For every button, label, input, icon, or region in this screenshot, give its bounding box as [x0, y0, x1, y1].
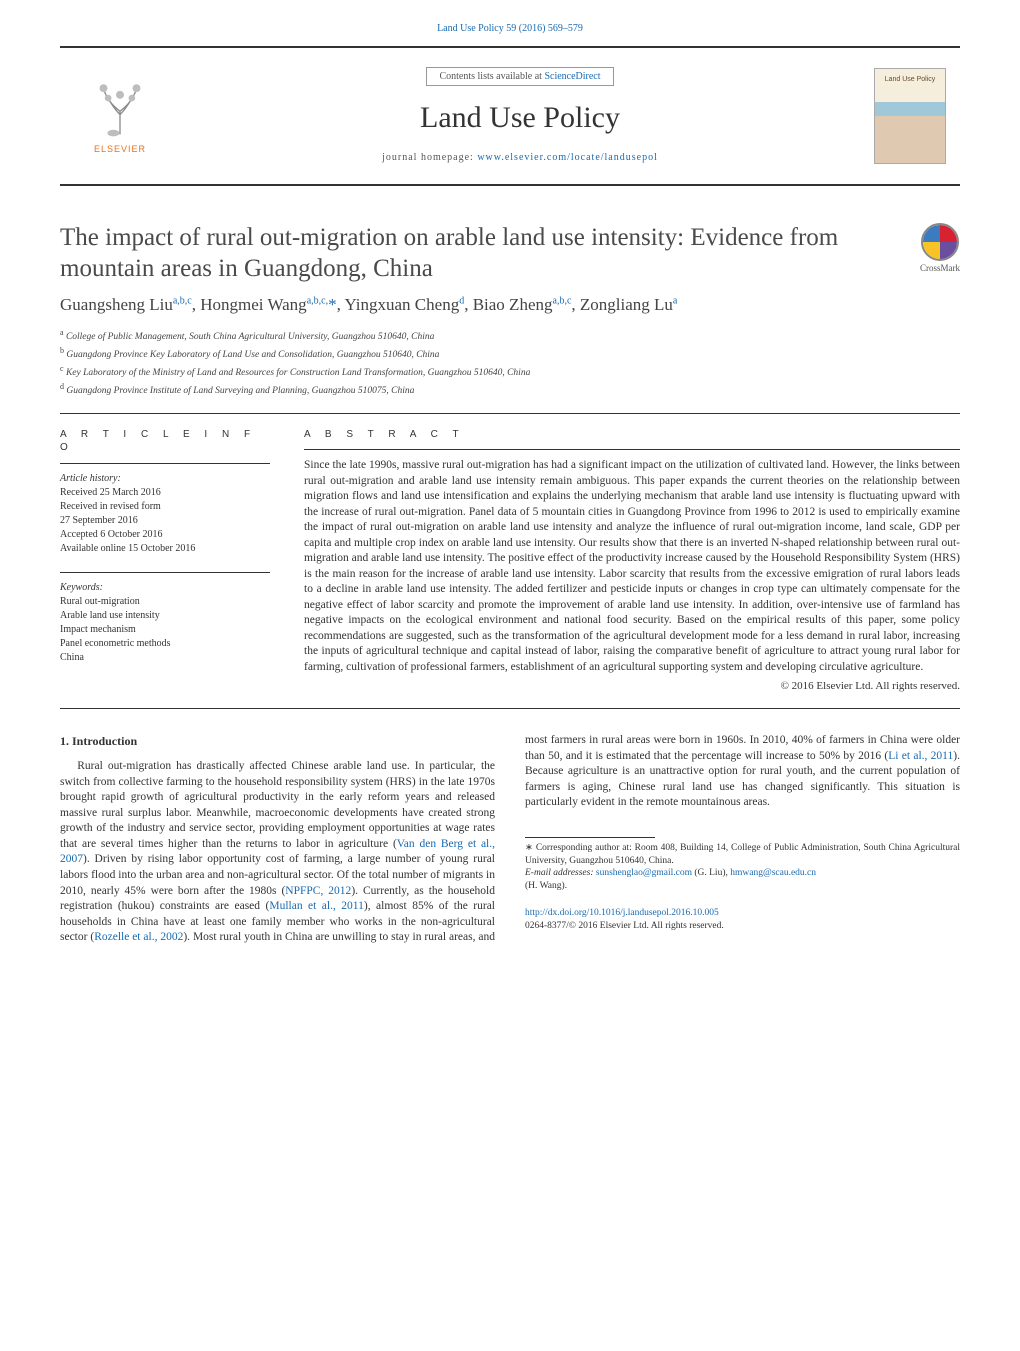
- history-line: Received 25 March 2016: [60, 486, 270, 500]
- keyword: Arable land use intensity: [60, 609, 270, 623]
- abstract-text: Since the late 1990s, massive rural out-…: [304, 458, 960, 675]
- rule-top: [60, 413, 960, 414]
- doi-link[interactable]: http://dx.doi.org/10.1016/j.landusepol.2…: [525, 908, 719, 918]
- contents-prefix: Contents lists available at: [439, 71, 544, 82]
- homepage-prefix: journal homepage:: [382, 152, 477, 163]
- ref-mullan[interactable]: Mullan et al., 2011: [269, 900, 364, 912]
- article-info-heading: A R T I C L E I N F O: [60, 428, 270, 455]
- ref-npfpc[interactable]: NPFPC, 2012: [285, 885, 351, 897]
- crossmark-icon: [920, 222, 960, 262]
- history-line: 27 September 2016: [60, 514, 270, 528]
- running-head-link[interactable]: Land Use Policy 59 (2016) 569–579: [437, 23, 583, 34]
- affiliations: a College of Public Management, South Ch…: [60, 327, 960, 399]
- body-columns: 1. Introduction Rural out-migration has …: [60, 733, 960, 945]
- info-sub-rule-1: [60, 463, 270, 464]
- info-sub-rule-2: [60, 572, 270, 573]
- ref-li[interactable]: Li et al., 2011: [888, 750, 953, 762]
- crossmark-label: CrossMark: [920, 262, 960, 274]
- sciencedirect-link[interactable]: ScienceDirect: [544, 71, 600, 82]
- elsevier-tree-icon: [87, 75, 153, 141]
- keywords-block: Keywords: Rural out-migrationArable land…: [60, 581, 270, 665]
- corresponding-author: ∗ Corresponding author at: Room 408, Bui…: [525, 842, 960, 868]
- affiliation: d Guangdong Province Institute of Land S…: [60, 381, 960, 399]
- crossmark-badge[interactable]: CrossMark: [920, 222, 960, 274]
- contents-line: Contents lists available at ScienceDirec…: [426, 67, 613, 87]
- journal-title: Land Use Policy: [420, 98, 620, 139]
- authors: Guangsheng Liua,b,c, Hongmei Wanga,b,c,*…: [60, 294, 960, 317]
- abstract-sub-rule: [304, 449, 960, 450]
- masthead: ELSEVIER Contents lists available at Sci…: [60, 46, 960, 186]
- email-wang[interactable]: hmwang@scau.edu.cn: [730, 868, 816, 878]
- publisher-logo-block: ELSEVIER: [60, 48, 180, 184]
- keyword: Impact mechanism: [60, 623, 270, 637]
- history-line: Received in revised form: [60, 500, 270, 514]
- abstract-heading: A B S T R A C T: [304, 428, 960, 442]
- affiliation: c Key Laboratory of the Ministry of Land…: [60, 363, 960, 381]
- doi-block: http://dx.doi.org/10.1016/j.landusepol.2…: [525, 907, 960, 933]
- email-line: E-mail addresses: sunshenglao@gmail.com …: [525, 867, 960, 880]
- journal-cover-label: Land Use Policy: [875, 75, 945, 84]
- publisher-label: ELSEVIER: [87, 143, 153, 155]
- article-history-block: Article history: Received 25 March 2016R…: [60, 472, 270, 556]
- affiliation: b Guangdong Province Key Laboratory of L…: [60, 345, 960, 363]
- history-label: Article history:: [60, 472, 270, 486]
- keyword: China: [60, 651, 270, 665]
- footnotes: ∗ Corresponding author at: Room 408, Bui…: [525, 842, 960, 893]
- keywords-label: Keywords:: [60, 581, 270, 595]
- intro-text-a: Rural out-migration has drastically affe…: [60, 760, 495, 850]
- email-liu[interactable]: sunshenglao@gmail.com: [596, 868, 692, 878]
- keyword: Rural out-migration: [60, 595, 270, 609]
- article-title: The impact of rural out-migration on ara…: [60, 222, 900, 285]
- affiliation: a College of Public Management, South Ch…: [60, 327, 960, 345]
- journal-cover-thumb: Land Use Policy: [874, 68, 946, 164]
- issn-copyright: 0264-8377/© 2016 Elsevier Ltd. All right…: [525, 920, 960, 933]
- intro-heading: 1. Introduction: [60, 733, 495, 749]
- history-line: Available online 15 October 2016: [60, 542, 270, 556]
- abstract-copyright: © 2016 Elsevier Ltd. All rights reserved…: [304, 679, 960, 694]
- footnote-rule: [525, 837, 655, 838]
- email-wang-whom: (H. Wang).: [525, 880, 960, 893]
- homepage-link[interactable]: www.elsevier.com/locate/landusepol: [477, 152, 658, 163]
- email-liu-whom: (G. Liu),: [692, 868, 730, 878]
- rule-bottom: [60, 708, 960, 709]
- keyword: Panel econometric methods: [60, 637, 270, 651]
- email-label: E-mail addresses:: [525, 868, 596, 878]
- elsevier-logo: ELSEVIER: [87, 75, 153, 155]
- running-head: Land Use Policy 59 (2016) 569–579: [60, 22, 960, 36]
- history-line: Accepted 6 October 2016: [60, 528, 270, 542]
- ref-rozelle[interactable]: Rozelle et al., 2002: [94, 931, 183, 943]
- homepage-line: journal homepage: www.elsevier.com/locat…: [382, 151, 658, 165]
